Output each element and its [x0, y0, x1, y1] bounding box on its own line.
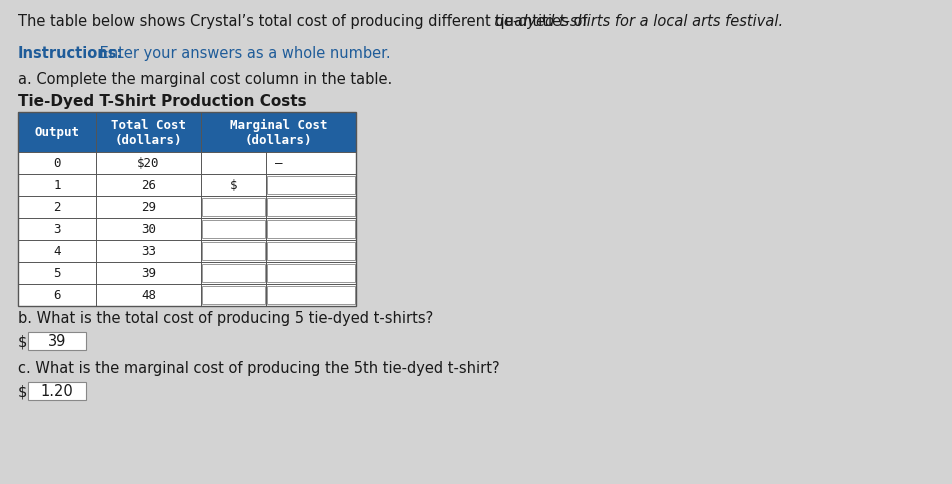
- Text: 2: 2: [53, 201, 61, 214]
- Text: 1.20: 1.20: [41, 384, 73, 399]
- Bar: [18, 241, 356, 262]
- Text: Tie-Dyed T-Shirt Production Costs: Tie-Dyed T-Shirt Production Costs: [18, 94, 307, 109]
- Text: 5: 5: [53, 267, 61, 280]
- Text: 6: 6: [53, 289, 61, 302]
- Bar: [267, 264, 355, 283]
- Bar: [202, 287, 265, 304]
- Text: 33: 33: [141, 245, 156, 258]
- Text: tie-dyed t-shirts for a local arts festival.: tie-dyed t-shirts for a local arts festi…: [493, 14, 783, 29]
- Text: 39: 39: [48, 334, 66, 349]
- Text: Instructions:: Instructions:: [18, 46, 123, 61]
- Text: 48: 48: [141, 289, 156, 302]
- Bar: [18, 113, 356, 306]
- Bar: [267, 198, 355, 216]
- Bar: [18, 175, 356, 197]
- Bar: [18, 262, 356, 285]
- Text: 4: 4: [53, 245, 61, 258]
- Bar: [202, 198, 265, 216]
- Text: c. What is the marginal cost of producing the 5th tie-dyed t-shirt?: c. What is the marginal cost of producin…: [18, 360, 499, 375]
- Text: 3: 3: [53, 223, 61, 236]
- Bar: [28, 333, 86, 350]
- Text: Marginal Cost
(dollars): Marginal Cost (dollars): [229, 119, 327, 147]
- Text: Enter your answers as a whole number.: Enter your answers as a whole number.: [95, 46, 390, 61]
- Bar: [18, 197, 356, 219]
- Text: $20: $20: [137, 157, 160, 170]
- Text: 1: 1: [53, 179, 61, 192]
- Bar: [28, 382, 86, 400]
- Text: $: $: [18, 384, 28, 399]
- Text: 26: 26: [141, 179, 156, 192]
- Bar: [18, 113, 356, 152]
- Bar: [18, 219, 356, 241]
- Bar: [267, 287, 355, 304]
- Bar: [202, 221, 265, 239]
- Text: 0: 0: [53, 157, 61, 170]
- Text: $: $: [18, 334, 28, 349]
- Text: 29: 29: [141, 201, 156, 214]
- Bar: [267, 242, 355, 260]
- Text: a. Complete the marginal cost column in the table.: a. Complete the marginal cost column in …: [18, 72, 392, 87]
- Text: Output: Output: [34, 126, 79, 139]
- Text: $: $: [229, 179, 237, 192]
- Bar: [202, 242, 265, 260]
- Text: The table below shows Crystal’s total cost of producing different quantities of: The table below shows Crystal’s total co…: [18, 14, 591, 29]
- Bar: [267, 177, 355, 195]
- Text: Total Cost
(dollars): Total Cost (dollars): [110, 119, 186, 147]
- Text: 30: 30: [141, 223, 156, 236]
- Text: 39: 39: [141, 267, 156, 280]
- Text: –: –: [274, 157, 282, 170]
- Bar: [18, 285, 356, 306]
- Bar: [202, 264, 265, 283]
- Bar: [267, 221, 355, 239]
- Bar: [18, 152, 356, 175]
- Text: b. What is the total cost of producing 5 tie-dyed t-shirts?: b. What is the total cost of producing 5…: [18, 310, 433, 325]
